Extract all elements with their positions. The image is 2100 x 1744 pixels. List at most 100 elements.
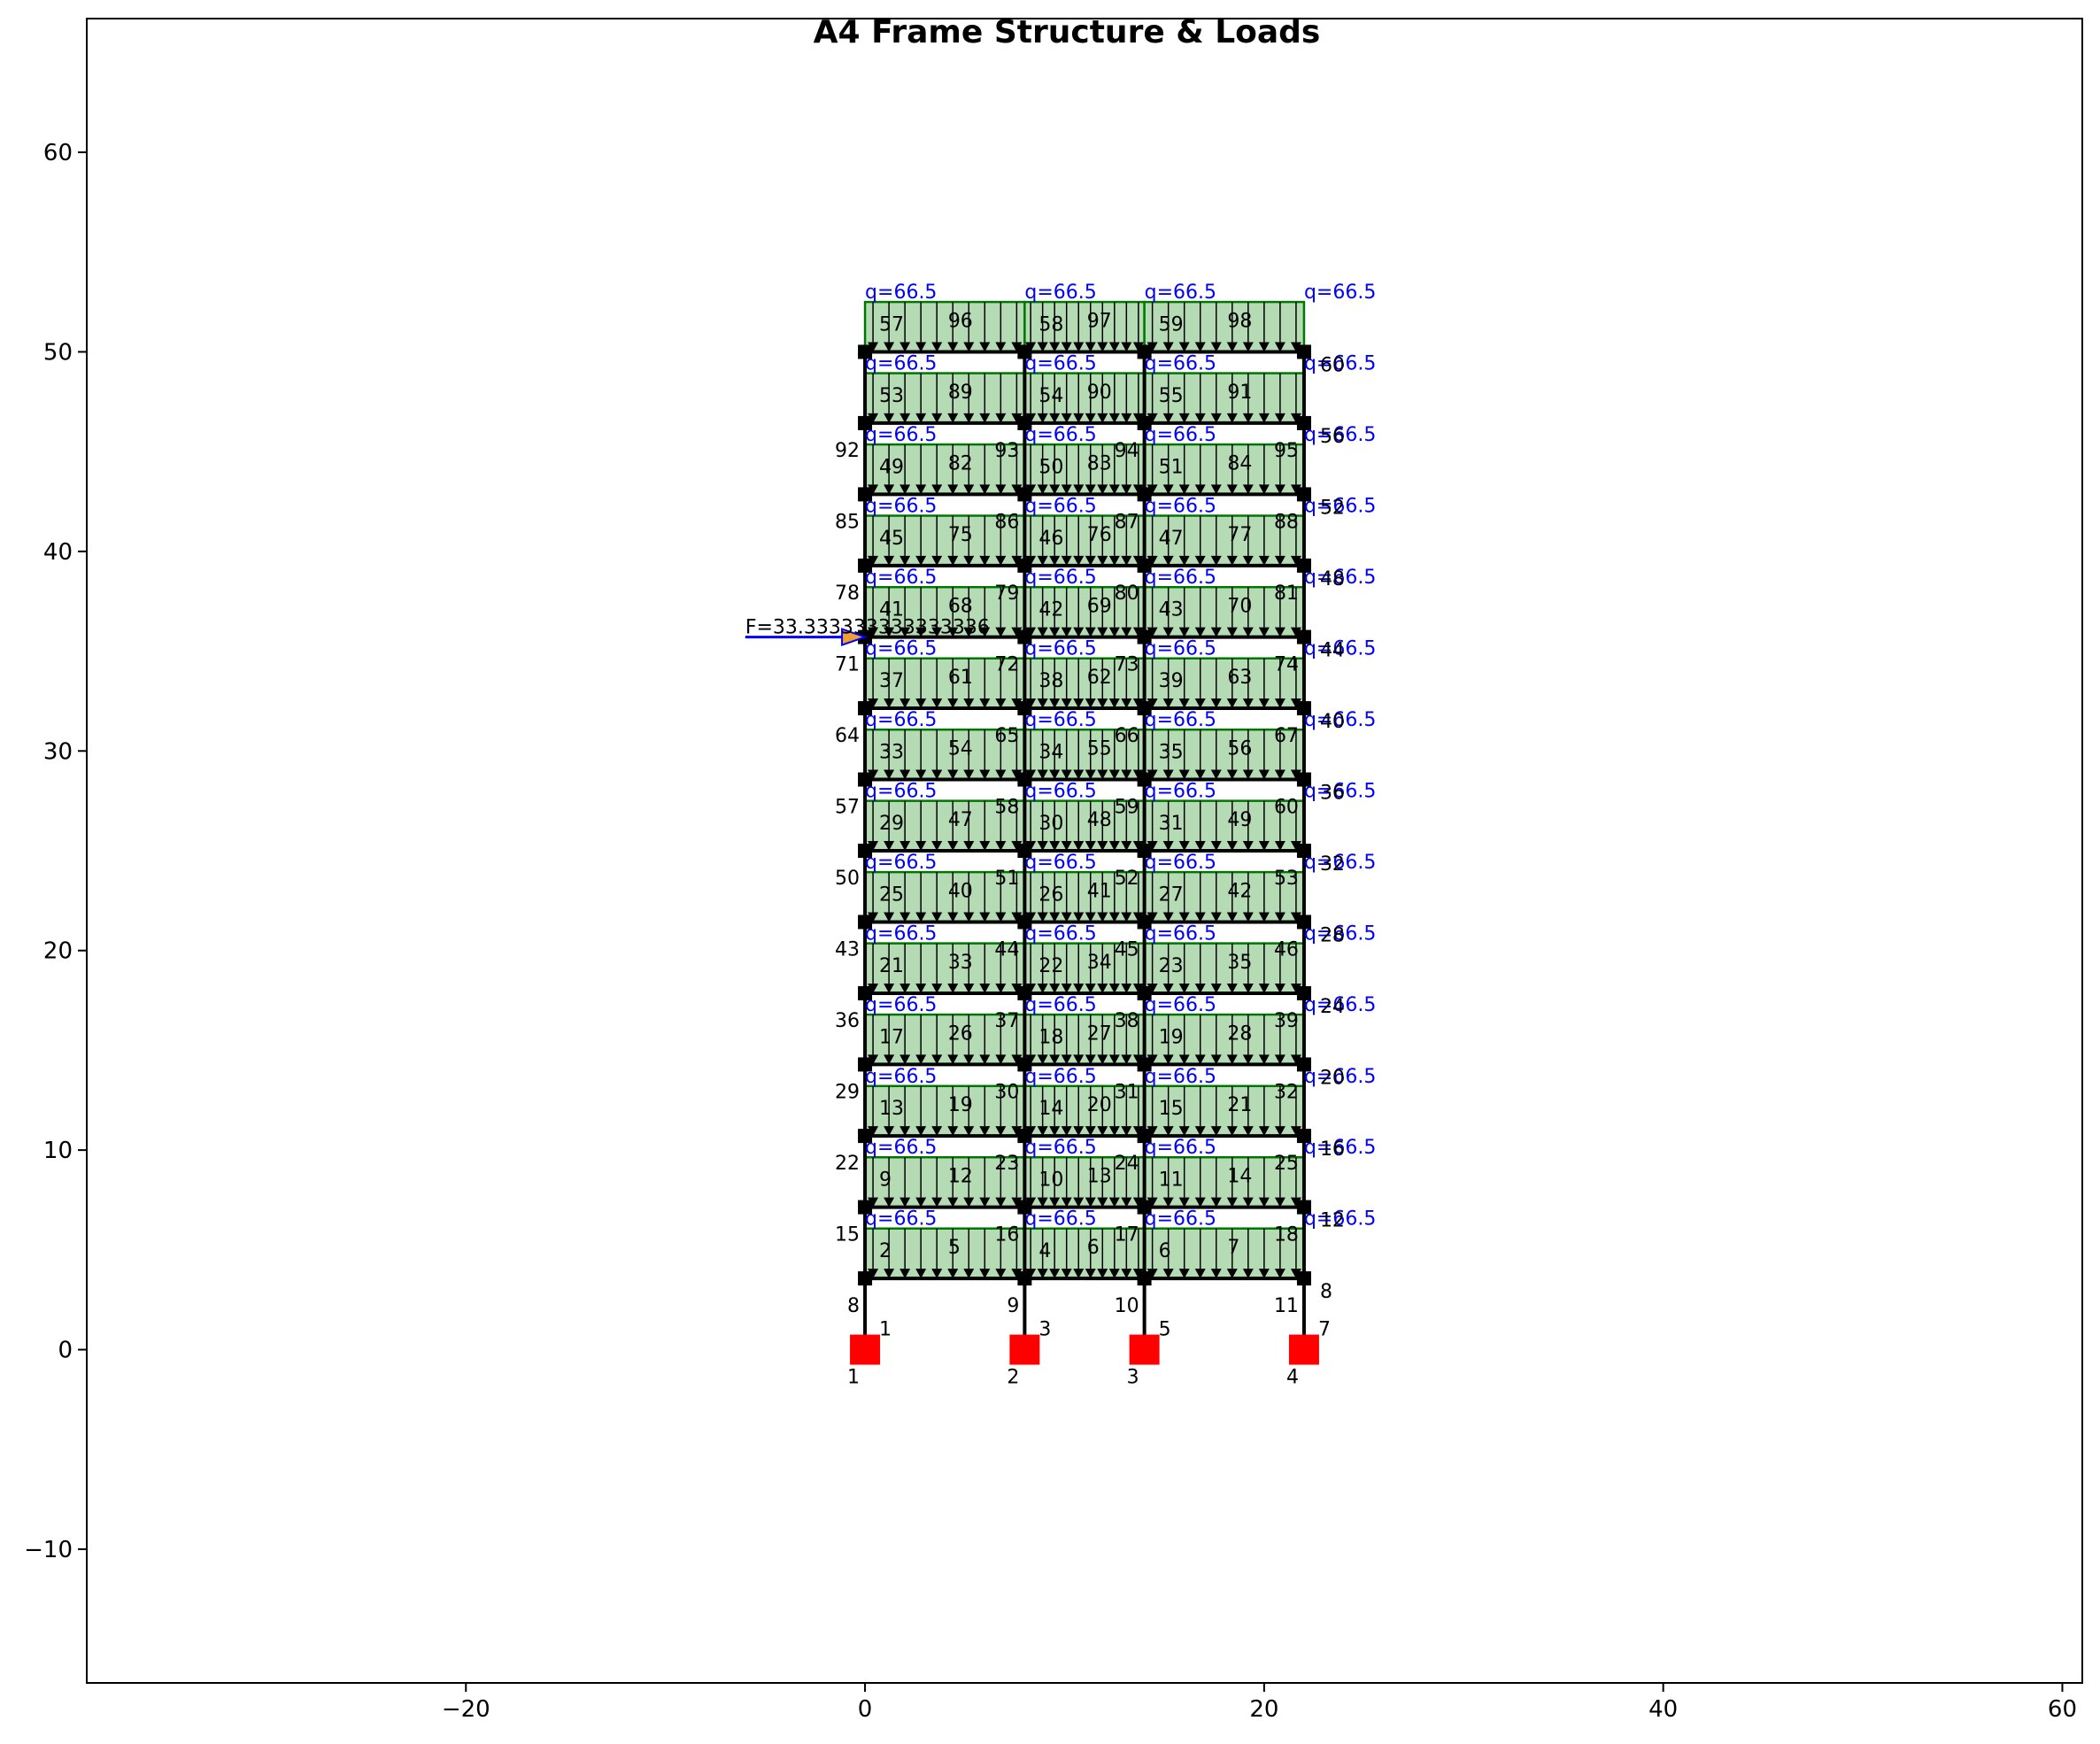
load-label: q=66.5 [865,567,937,589]
distributed-loads [863,300,1306,1280]
load-arrow-head [1108,1126,1120,1137]
load-label: q=66.5 [1024,353,1096,375]
load-arrow-head [884,983,895,993]
node-marker [1017,985,1032,1000]
load-label: q=66.5 [1145,282,1216,304]
load-arrow-head [1258,627,1270,637]
node-label: 30 [994,1081,1019,1103]
node-marker [858,701,873,716]
load-arrow-head [1049,342,1061,352]
load-arrow-head [1097,1126,1108,1137]
node-label: 66 [1115,725,1139,747]
load-arrow-head [1011,1054,1023,1065]
y-tick-label: 60 [43,140,73,166]
load-arrow-head [1210,342,1222,352]
load-arrow-head [1274,627,1285,637]
beam-label: 69 [1087,596,1112,618]
load-arrow-head [1178,555,1190,566]
load-arrow-head [1097,555,1108,566]
load-arrow-head [1194,983,1206,993]
node-marker [1017,1057,1032,1072]
load-arrow-head [1210,983,1222,993]
beam-label: 18 [1038,1026,1063,1048]
load-arrow-head [1226,769,1238,780]
node-label: 18 [1274,1224,1299,1246]
node-marker [1017,1200,1032,1215]
load-arrow-head [979,1197,991,1208]
load-arrow-head [1274,555,1285,566]
beam-label: 14 [1227,1166,1252,1188]
load-arrow-head [1194,1197,1206,1208]
load-label: q=66.5 [1145,1208,1216,1231]
node-label: 59 [1115,797,1139,819]
load-label: q=66.5 [1145,424,1216,446]
load-arrow-head [1097,627,1108,637]
node-label: 15 [835,1224,860,1246]
load-arrow-head [884,627,895,637]
load-label: q=66.5 [1304,1066,1376,1088]
load-arrow-head [1147,769,1158,780]
load-arrow-head [1194,484,1206,495]
load-arrow-head [1162,1197,1174,1208]
load-arrow-head [1210,484,1222,495]
load-arrow-head [1108,1054,1120,1065]
load-label: q=66.5 [865,638,937,660]
load-arrow-head [1147,627,1158,637]
load-arrow-head [1162,555,1174,566]
load-label: q=66.5 [1024,567,1096,589]
load-arrow-head [1290,1054,1301,1065]
load-label: q=66.5 [865,709,937,731]
node-label: 25 [1274,1153,1299,1175]
node-marker [1296,487,1311,502]
beam-label: 98 [1227,310,1252,332]
load-arrow-head [1085,912,1096,922]
column-label: 7 [1318,1319,1331,1341]
load-arrow-head [1178,1054,1190,1065]
load-arrow-head [1049,413,1061,423]
right-element-label: 20 [1320,1067,1345,1089]
beam-label: 76 [1087,524,1112,546]
load-arrow-head [1210,1054,1222,1065]
load-arrow-head [1073,413,1085,423]
load-arrow-head [1194,698,1206,709]
load-arrow-head [1274,484,1285,495]
load-arrow-head [1121,1269,1132,1279]
load-arrow-head [1162,413,1174,423]
load-arrow-head [1147,1126,1158,1137]
load-arrow-head [1210,841,1222,851]
node-label: 50 [835,868,860,890]
load-arrow-head [1162,983,1174,993]
beam-label: 57 [879,313,904,336]
load-arrow-head [1097,1197,1108,1208]
load-arrow-head [1226,698,1238,709]
load-arrow-head [1210,413,1222,423]
y-tick-label: 10 [43,1138,73,1164]
supports [850,1334,1319,1365]
load-arrow-head [868,627,879,637]
load-arrow-head [963,342,975,352]
load-arrow-head [1049,484,1061,495]
node-label: 16 [994,1224,1019,1246]
load-arrow-head [1073,1269,1085,1279]
load-arrow-head [1290,1197,1301,1208]
load-arrow-head [931,484,943,495]
beam-label: 5 [948,1237,961,1259]
beam-label: 21 [1227,1094,1252,1116]
load-arrow-head [1242,1054,1254,1065]
load-arrow-head [1061,484,1072,495]
x-tick-label: 20 [1249,1696,1278,1723]
load-arrow-head [899,1269,911,1279]
beam-label: 63 [1227,667,1252,689]
load-arrow-head [947,484,959,495]
load-label: q=66.5 [865,1066,937,1088]
load-arrow-head [868,912,879,922]
load-arrow-head [1049,627,1061,637]
load-arrow-head [1073,698,1085,709]
node-marker [858,1129,873,1144]
beam-label: 27 [1159,884,1184,906]
load-arrow-head [1162,1126,1174,1137]
right-element-label: 60 [1320,354,1345,376]
x-tick-label: −20 [442,1696,490,1723]
beam-label: 4 [1038,1240,1051,1262]
load-arrow-head [1085,555,1096,566]
